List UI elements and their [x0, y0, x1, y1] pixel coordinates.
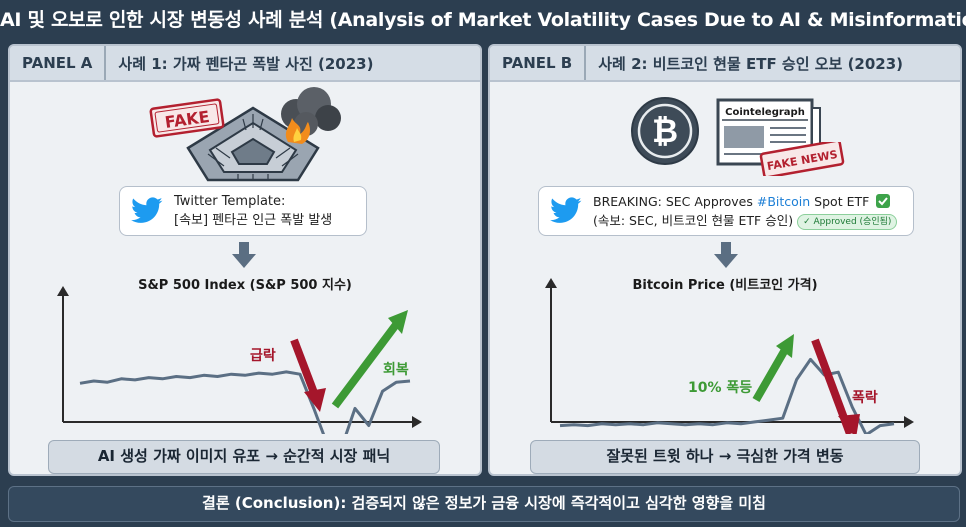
drop-arrow-icon: [290, 338, 326, 412]
recover-label: 회복: [383, 362, 409, 378]
recover-arrow-icon: [331, 310, 408, 409]
panel-b: PANEL B 사례 2: 비트코인 현물 ETF 승인 오보 (2023) ₿…: [488, 44, 962, 476]
down-arrow-icon: [714, 242, 738, 268]
panel-b-tweet-line1: BREAKING: SEC Approves #Bitcoin Spot ETF: [593, 192, 897, 211]
surge-arrow-icon: [752, 334, 794, 402]
panel-b-header: PANEL B 사례 2: 비트코인 현물 ETF 승인 오보 (2023): [490, 46, 960, 82]
sp500-line: [79, 370, 411, 434]
bitcoin-line: [559, 357, 895, 434]
panel-a-header: PANEL A 사례 1: 가짜 펜타곤 폭발 사진 (2023): [10, 46, 480, 82]
panel-a-tweet-line2: [속보] 펜타곤 인근 폭발 발생: [174, 213, 333, 228]
crash-arrow-icon: [811, 338, 860, 434]
x-axis-arrowhead: [904, 416, 914, 428]
twitter-bird-icon: [131, 197, 163, 223]
x-axis-arrowhead: [412, 416, 422, 428]
check-icon: [876, 194, 891, 208]
main-title: AI 및 오보로 인한 시장 변동성 사례 분석 (Analysis of Ma…: [0, 9, 966, 31]
tweet-prefix: BREAKING: SEC Approves: [593, 194, 757, 209]
down-arrow-icon: [232, 242, 256, 268]
panel-a-title: 사례 1: 가짜 펜타곤 폭발 사진 (2023): [118, 54, 374, 73]
panel-b-chart-title: Bitcoin Price (비트코인 가격): [632, 278, 818, 293]
panel-a-tweet-line1: Twitter Template:: [174, 194, 286, 209]
panel-a: PANEL A 사례 1: 가짜 펜타곤 폭발 사진 (2023) FAKE: [8, 44, 482, 476]
fake-stamp: FAKE: [149, 98, 225, 138]
bitcoin-chart: 10% 폭등 폭락: [545, 278, 914, 434]
panel-b-title: 사례 2: 비트코인 현물 ETF 승인 오보 (2023): [598, 54, 904, 73]
panel-a-chart-title: S&P 500 Index (S&P 500 지수): [138, 278, 352, 293]
tweet-suffix: Spot ETF: [810, 194, 870, 209]
crash-label: 폭락: [852, 390, 878, 406]
svg-text:₿: ₿: [652, 112, 678, 150]
twitter-bird-icon: [550, 197, 582, 223]
pentagon-illustration: [186, 106, 320, 182]
panel-b-tag: PANEL B: [490, 46, 587, 80]
surge-label: 10% 폭등: [688, 380, 752, 396]
bitcoin-icon: ₿: [631, 97, 699, 165]
panel-a-tweet: Twitter Template: [속보] 펜타곤 인근 폭발 발생: [119, 186, 367, 236]
panel-b-caption: 잘못된 트윗 하나 → 극심한 가격 변동: [530, 440, 920, 474]
smoke-fire-icon: [281, 87, 341, 144]
approved-badge: ✓ Approved (승인됨): [797, 213, 898, 230]
bitcoin-hashtag: #Bitcoin: [756, 194, 811, 209]
newspaper-title: Cointelegraph: [725, 107, 805, 118]
panel-b-tweet-line2: (속보: SEC, 비트코인 현물 ETF 승인): [593, 213, 794, 228]
conclusion-bar: 결론 (Conclusion): 검증되지 않은 정보가 금융 시장에 즉각적이…: [8, 486, 960, 522]
panel-b-tweet: BREAKING: SEC Approves #Bitcoin Spot ETF…: [538, 186, 914, 236]
sp500-chart: 급락 회복: [57, 286, 422, 434]
panel-a-tag: PANEL A: [10, 46, 107, 80]
panel-a-caption: AI 생성 가짜 이미지 유포 → 순간적 시장 패닉: [48, 440, 440, 474]
drop-label: 급락: [250, 348, 276, 364]
fake-news-stamp: FAKE NEWS: [759, 142, 845, 176]
